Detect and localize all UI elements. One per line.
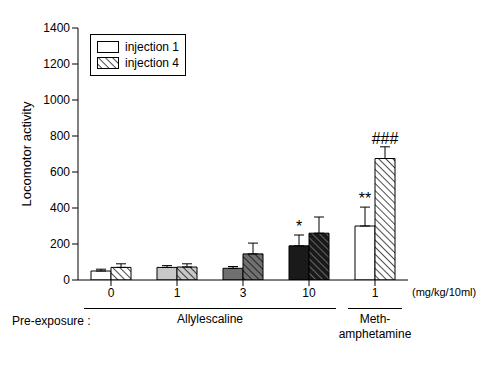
svg-text:1: 1 <box>174 286 181 300</box>
svg-text:800: 800 <box>50 129 70 143</box>
svg-text:**: ** <box>359 190 371 207</box>
html-text:Meth-: Meth- <box>359 312 391 326</box>
svg-text:200: 200 <box>50 237 70 251</box>
svg-text:1: 1 <box>372 286 379 300</box>
svg-text:0: 0 <box>63 273 70 287</box>
svg-text:1400: 1400 <box>43 21 70 35</box>
svg-text:3: 3 <box>240 286 247 300</box>
html-text:Allylescaline: Allylescaline <box>177 312 243 326</box>
html-text:injection 1: injection 1 <box>125 40 179 54</box>
html-text:Pre-exposure :: Pre-exposure : <box>12 314 91 328</box>
html-text:injection 4: injection 4 <box>125 56 179 70</box>
svg-text:*: * <box>296 218 302 235</box>
html-text:amphetamine: amphetamine <box>338 327 412 341</box>
svg-text:600: 600 <box>50 165 70 179</box>
svg-text:Locomotor activity: Locomotor activity <box>19 101 34 206</box>
svg-text:400: 400 <box>50 201 70 215</box>
svg-text:0: 0 <box>108 286 115 300</box>
svg-text:1200: 1200 <box>43 57 70 71</box>
svg-text:###: ### <box>372 130 399 147</box>
html-text:(mg/kg/10ml): (mg/kg/10ml) <box>412 286 477 298</box>
svg-text:1000: 1000 <box>43 93 70 107</box>
svg-text:10: 10 <box>302 286 316 300</box>
